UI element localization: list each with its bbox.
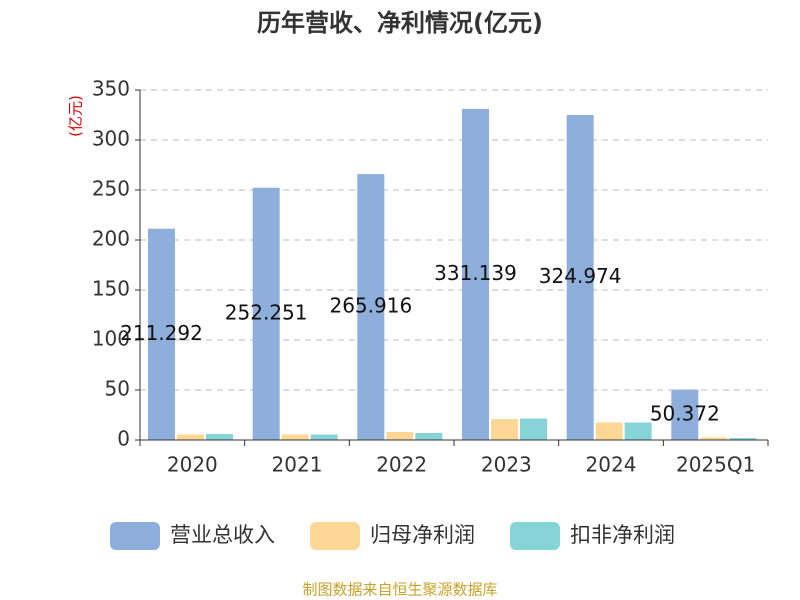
- value-label: 252.251: [225, 300, 308, 324]
- x-tick-label: 2025Q1: [676, 453, 755, 477]
- legend-label: 归母净利润: [370, 523, 475, 547]
- legend-label: 营业总收入: [170, 523, 275, 547]
- bar: [700, 437, 728, 440]
- value-label: 211.292: [120, 321, 203, 345]
- x-tick-label: 2020: [167, 453, 218, 477]
- y-tick-label: 0: [117, 427, 130, 451]
- y-tick-label: 250: [92, 177, 130, 201]
- y-tick-label: 200: [92, 227, 130, 251]
- bar: [386, 432, 414, 440]
- bar: [595, 422, 623, 440]
- bar: [252, 187, 280, 440]
- legend-swatch: [510, 522, 560, 550]
- value-label: 265.916: [329, 294, 412, 318]
- bar: [310, 434, 338, 440]
- bar: [415, 433, 443, 440]
- bar: [624, 422, 652, 440]
- y-tick-label: 300: [92, 127, 130, 151]
- value-label: 331.139: [434, 261, 517, 285]
- bar: [671, 389, 699, 440]
- bar: [566, 115, 594, 440]
- bar: [491, 419, 518, 440]
- legend-label: 扣非净利润: [570, 523, 675, 547]
- bar: [462, 108, 489, 441]
- x-tick-label: 2023: [481, 453, 532, 477]
- y-tick-label: 100: [92, 327, 130, 351]
- bar: [206, 434, 233, 440]
- value-label: 50.372: [650, 401, 720, 425]
- x-tick-label: 2021: [272, 453, 323, 477]
- bar: [357, 174, 385, 441]
- bar: [520, 418, 547, 440]
- y-axis-label: (亿元): [67, 95, 85, 137]
- source-note: 制图数据来自恒生聚源数据库: [302, 581, 497, 599]
- bar: [177, 434, 204, 440]
- legend-swatch: [110, 522, 160, 550]
- bar: [148, 228, 175, 440]
- y-tick-label: 150: [92, 277, 130, 301]
- value-label: 324.974: [539, 264, 622, 288]
- y-tick-label: 50: [105, 377, 130, 401]
- x-tick-label: 2024: [586, 453, 637, 477]
- chart-title: 历年营收、净利情况(亿元): [257, 9, 543, 37]
- legend-swatch: [310, 522, 360, 550]
- bar: [281, 434, 309, 440]
- y-tick-label: 350: [92, 77, 130, 101]
- x-tick-label: 2022: [376, 453, 427, 477]
- bar: [729, 438, 757, 440]
